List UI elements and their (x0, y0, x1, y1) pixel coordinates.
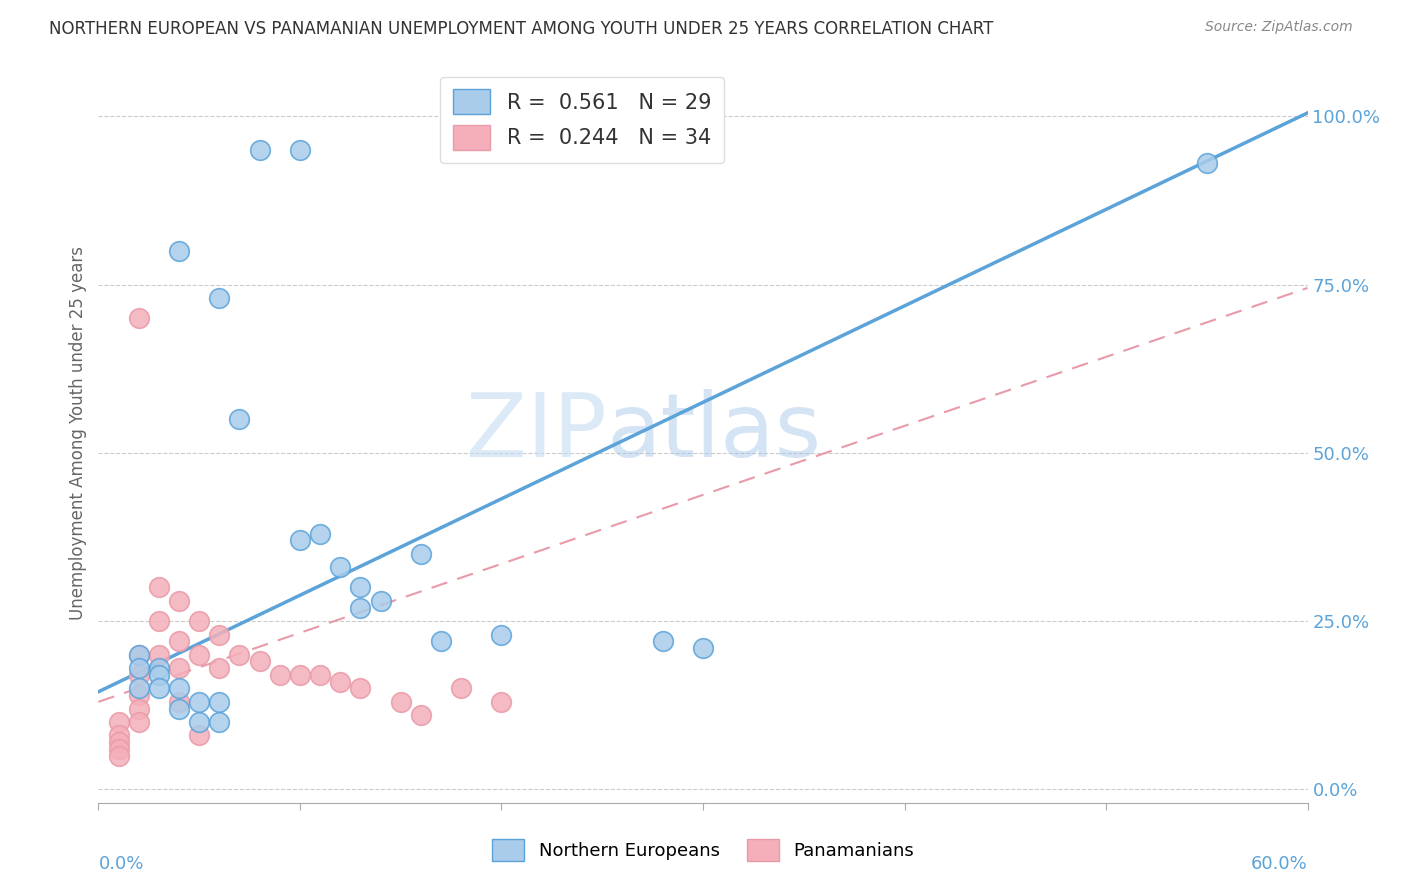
Text: NORTHERN EUROPEAN VS PANAMANIAN UNEMPLOYMENT AMONG YOUTH UNDER 25 YEARS CORRELAT: NORTHERN EUROPEAN VS PANAMANIAN UNEMPLOY… (49, 20, 994, 37)
Point (107, 729, 129, 743)
Point (107, 742, 129, 756)
Point (167, 701, 190, 715)
Point (389, 695, 412, 709)
Point (349, 681, 371, 696)
Text: 0.0%: 0.0% (98, 855, 143, 872)
Point (208, 627, 231, 641)
Text: atlas: atlas (606, 389, 821, 476)
Point (309, 668, 332, 682)
Point (148, 661, 170, 675)
Point (128, 688, 150, 702)
Point (1195, 156, 1218, 170)
Point (430, 634, 453, 648)
Point (128, 648, 150, 662)
Point (329, 674, 352, 689)
Point (491, 695, 513, 709)
Point (329, 560, 352, 574)
Text: Source: ZipAtlas.com: Source: ZipAtlas.com (1205, 20, 1353, 34)
Point (409, 547, 432, 561)
Point (269, 668, 291, 682)
Point (208, 661, 231, 675)
Point (148, 681, 170, 696)
Point (228, 412, 250, 426)
Point (188, 614, 211, 628)
Point (692, 640, 714, 655)
Point (148, 581, 170, 595)
Point (128, 311, 150, 326)
Point (309, 526, 332, 541)
Point (167, 661, 190, 675)
Point (249, 655, 271, 669)
Y-axis label: Unemployment Among Youth under 25 years: Unemployment Among Youth under 25 years (69, 245, 87, 620)
Point (450, 681, 472, 696)
Point (128, 701, 150, 715)
Point (288, 668, 311, 682)
Point (370, 594, 392, 608)
Point (167, 681, 190, 696)
Point (128, 714, 150, 729)
Point (167, 244, 190, 258)
Text: ZIP: ZIP (465, 389, 606, 476)
Point (148, 614, 170, 628)
Text: 60.0%: 60.0% (1251, 855, 1308, 872)
Point (349, 581, 371, 595)
Point (249, 143, 271, 157)
Point (208, 291, 231, 305)
Point (288, 533, 311, 548)
Point (128, 668, 150, 682)
Point (188, 695, 211, 709)
Point (148, 668, 170, 682)
Point (188, 714, 211, 729)
Point (188, 729, 211, 743)
Point (188, 648, 211, 662)
Point (128, 661, 150, 675)
Point (651, 634, 673, 648)
Point (208, 714, 231, 729)
Point (409, 708, 432, 723)
Point (107, 714, 129, 729)
Point (128, 648, 150, 662)
Point (107, 735, 129, 749)
Point (167, 594, 190, 608)
Point (107, 748, 129, 763)
Point (491, 627, 513, 641)
Point (228, 648, 250, 662)
Point (167, 634, 190, 648)
Point (148, 648, 170, 662)
Point (288, 143, 311, 157)
Point (208, 695, 231, 709)
Legend: Northern Europeans, Panamanians: Northern Europeans, Panamanians (485, 831, 921, 868)
Point (167, 695, 190, 709)
Point (128, 681, 150, 696)
Point (349, 600, 371, 615)
